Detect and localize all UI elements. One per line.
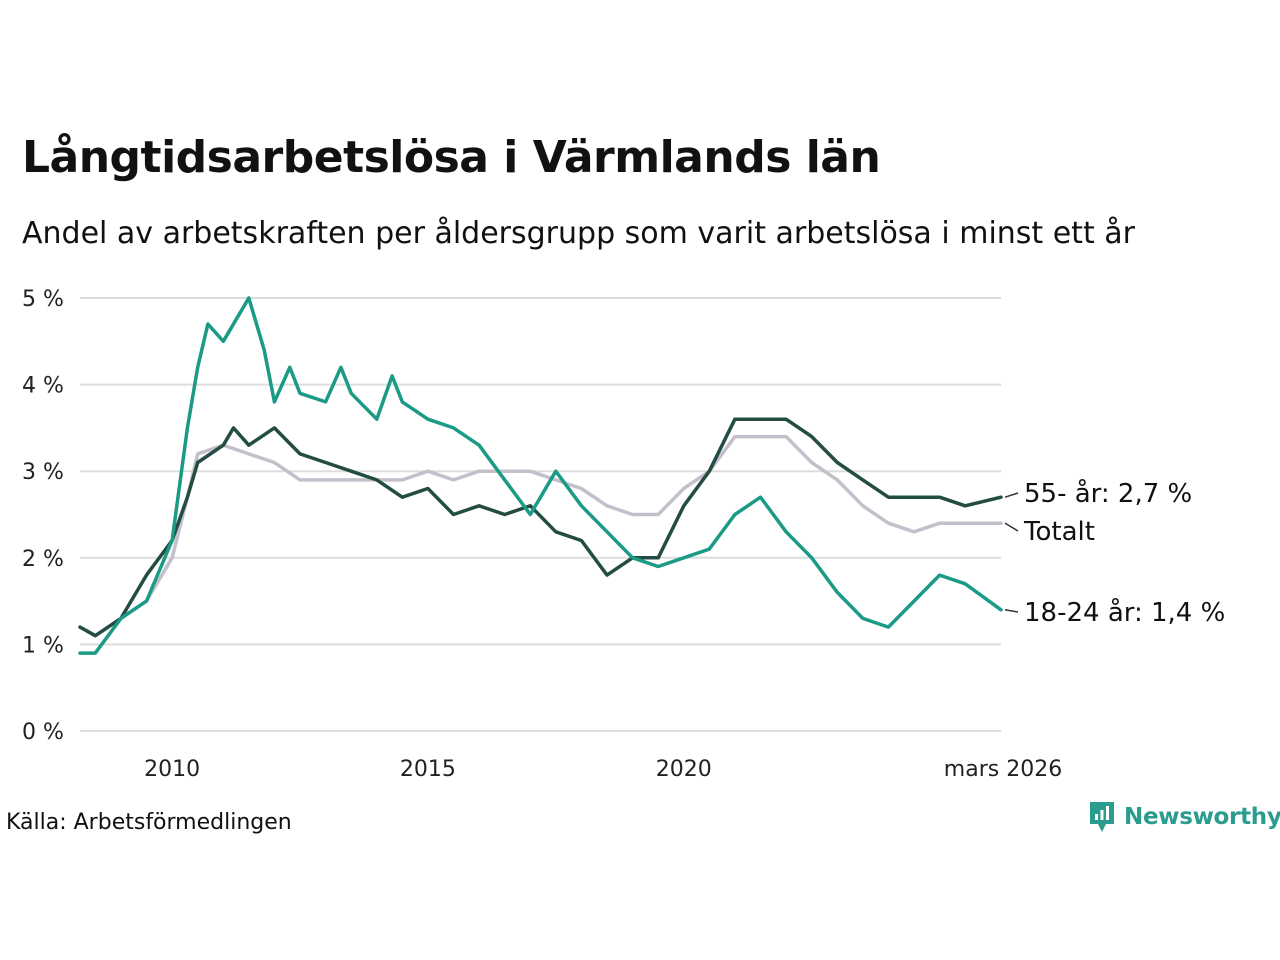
series-lines <box>78 296 1003 655</box>
x-tick-label: 2010 <box>144 757 200 782</box>
y-tick-label: 4 % <box>22 374 64 399</box>
brand-logo[interactable]: Newsworthy <box>1088 800 1280 834</box>
label-leader-senior <box>1004 492 1019 498</box>
series-end-labels: Totalt 55- år: 2,7 % 18-24 år: 1,4 % <box>1004 478 1225 628</box>
y-tick-label: 0 % <box>22 720 64 745</box>
source-note: Källa: Arbetsförmedlingen <box>6 810 292 835</box>
y-tick-label: 1 % <box>22 633 64 658</box>
series-label-senior: 55- år: 2,7 % <box>1024 478 1192 509</box>
y-axis-ticks: 0 % 1 % 2 % 3 % 4 % 5 % <box>22 287 64 745</box>
label-leader-total <box>1004 522 1019 532</box>
brand-name: Newsworthy <box>1124 804 1280 830</box>
y-tick-label: 5 % <box>22 287 64 312</box>
chart-title: Långtidsarbetslösa i Värmlands län <box>22 132 881 183</box>
x-axis-ticks: 2010 2015 2020 mars 2026 <box>144 757 1062 782</box>
label-leader-young <box>1004 609 1019 613</box>
y-tick-label: 3 % <box>22 460 64 485</box>
newsworthy-logo-icon <box>1090 802 1114 832</box>
series-line-young <box>78 296 1003 655</box>
series-label-young: 18-24 år: 1,4 % <box>1024 597 1225 628</box>
y-tick-label: 2 % <box>22 547 64 572</box>
chart-subtitle: Andel av arbetskraften per åldersgrupp s… <box>22 216 1135 251</box>
x-tick-label: 2015 <box>400 757 456 782</box>
x-tick-label: 2020 <box>656 757 712 782</box>
series-label-total: Totalt <box>1023 517 1095 547</box>
x-tick-label: mars 2026 <box>944 757 1062 782</box>
series-line-total <box>78 434 1003 638</box>
series-line-senior <box>78 417 1003 638</box>
